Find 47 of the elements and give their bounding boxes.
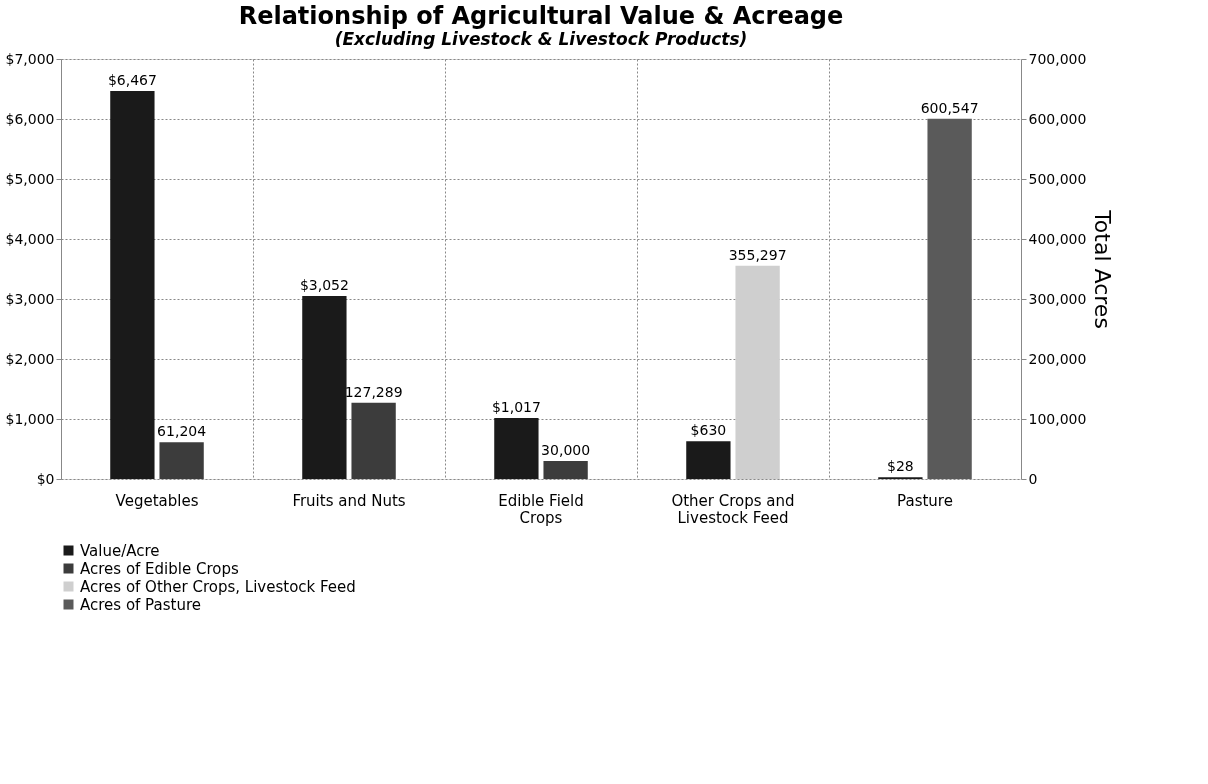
data-label: 355,297: [728, 246, 787, 263]
bar: [927, 118, 972, 479]
y-tick-label: $2,000: [5, 350, 55, 367]
data-label: $1,017: [491, 398, 541, 415]
bar: [543, 461, 588, 479]
y-tick-label: $4,000: [5, 230, 55, 247]
y-tick-label: $1,000: [5, 410, 55, 427]
legend-label: Acres of Pasture: [80, 595, 201, 614]
y2-tick-label: 700,000: [1028, 50, 1087, 67]
data-label: $630: [690, 422, 727, 439]
y2-tick-label: 0: [1028, 470, 1038, 487]
data-label: 127,289: [344, 383, 403, 400]
y-tick-label: $6,000: [5, 110, 55, 127]
bar: [302, 295, 347, 479]
x-tick-label: Edible Field Crops: [498, 491, 584, 527]
y-tick-label: $0: [36, 470, 55, 487]
bar: [686, 441, 731, 479]
bar: [110, 90, 155, 479]
y2-tick-label: 500,000: [1028, 170, 1087, 187]
chart-title: Relationship of Agricultural Value & Acreage: [238, 2, 844, 30]
legend-label: Acres of Other Crops, Livestock Feed: [80, 577, 356, 596]
y2-tick-label: 100,000: [1028, 410, 1087, 427]
x-tick-label: Fruits and Nuts: [292, 491, 406, 510]
y-tick-label: $3,000: [5, 290, 55, 307]
y2-tick-label: 400,000: [1028, 230, 1087, 247]
data-label: 61,204: [157, 423, 207, 440]
y-tick-label: $7,000: [5, 50, 55, 67]
x-tick-label: Vegetables: [115, 491, 199, 510]
legend-label: Value/Acre: [80, 541, 160, 560]
y2-tick-label: 200,000: [1028, 350, 1087, 367]
y-tick-label: $5,000: [5, 170, 55, 187]
data-label: 30,000: [541, 442, 591, 458]
x-tick-label: Pasture: [897, 491, 953, 510]
data-label: $6,467: [107, 71, 157, 88]
data-label: $3,052: [299, 276, 349, 293]
legend-label: Acres of Edible Crops: [80, 559, 239, 578]
data-label: 600,547: [920, 99, 979, 116]
x-tick-label: Other Crops and Livestock Feed: [671, 491, 795, 527]
chart-subtitle: (Excluding Livestock & Livestock Products): [334, 29, 748, 49]
data-label: $28: [887, 458, 914, 475]
bar: [159, 442, 204, 479]
y2-axis-title: Total Acres: [1090, 209, 1116, 329]
y2-tick-label: 300,000: [1028, 290, 1087, 307]
bar: [351, 402, 396, 479]
bar: [735, 265, 780, 479]
y2-tick-label: 600,000: [1028, 110, 1087, 127]
bar: [494, 417, 539, 479]
